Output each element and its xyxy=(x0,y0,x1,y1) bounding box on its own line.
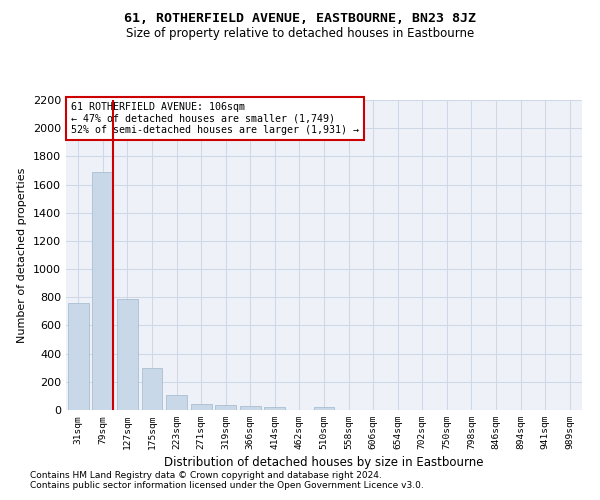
Text: Contains public sector information licensed under the Open Government Licence v3: Contains public sector information licen… xyxy=(30,481,424,490)
Bar xyxy=(166,394,187,410)
Bar xyxy=(191,404,212,410)
Bar xyxy=(215,406,236,410)
Bar xyxy=(68,303,89,410)
Text: 61, ROTHERFIELD AVENUE, EASTBOURNE, BN23 8JZ: 61, ROTHERFIELD AVENUE, EASTBOURNE, BN23… xyxy=(124,12,476,26)
X-axis label: Distribution of detached houses by size in Eastbourne: Distribution of detached houses by size … xyxy=(164,456,484,469)
Bar xyxy=(240,406,261,410)
Text: 61 ROTHERFIELD AVENUE: 106sqm
← 47% of detached houses are smaller (1,749)
52% o: 61 ROTHERFIELD AVENUE: 106sqm ← 47% of d… xyxy=(71,102,359,134)
Text: Size of property relative to detached houses in Eastbourne: Size of property relative to detached ho… xyxy=(126,28,474,40)
Bar xyxy=(92,172,113,410)
Bar xyxy=(117,298,138,410)
Text: Contains HM Land Registry data © Crown copyright and database right 2024.: Contains HM Land Registry data © Crown c… xyxy=(30,471,382,480)
Bar xyxy=(265,408,286,410)
Y-axis label: Number of detached properties: Number of detached properties xyxy=(17,168,28,342)
Bar xyxy=(314,407,334,410)
Bar xyxy=(142,368,163,410)
